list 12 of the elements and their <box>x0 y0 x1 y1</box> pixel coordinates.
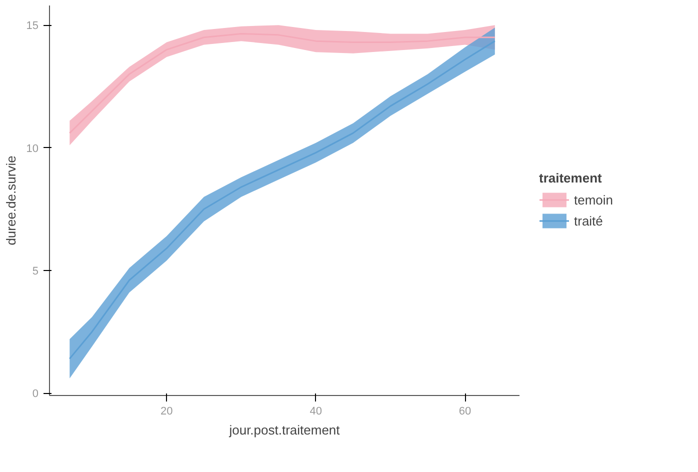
y-tick-label: 0 <box>32 388 39 400</box>
x-tick-label: 40 <box>310 406 322 418</box>
legend-title: traitement <box>539 170 603 186</box>
x-axis-title: jour.post.traitement <box>228 422 340 438</box>
y-tick-label: 15 <box>26 20 39 32</box>
y-tick-label: 5 <box>32 265 39 278</box>
legend-label: temoin <box>574 192 614 207</box>
y-tick-label: 10 <box>26 142 39 155</box>
legend-label: traité <box>574 213 603 228</box>
y-axis-title: duree.de.survie <box>3 156 18 246</box>
x-tick-label: 20 <box>160 406 173 418</box>
x-tick-label: 60 <box>458 406 472 418</box>
